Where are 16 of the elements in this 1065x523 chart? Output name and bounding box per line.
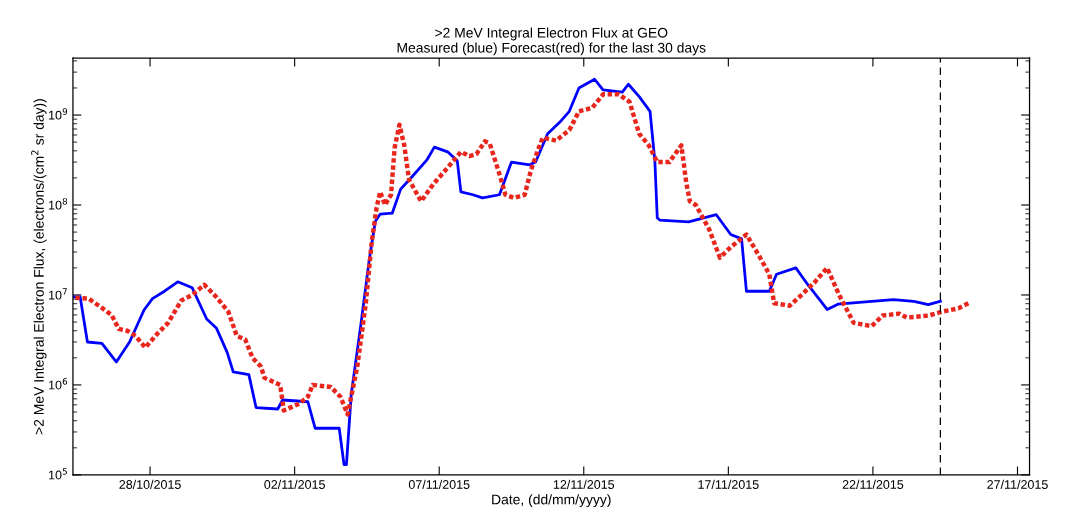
x-tick-label: 22/11/2015 (842, 479, 904, 489)
x-tick-label: 07/11/2015 (408, 479, 470, 489)
y-tick-label: 10$^{6}$ (49, 378, 68, 390)
chart-title: >2 MeV Integral Electron Flux at GEO (435, 27, 668, 41)
y-tick-label: 10$^{8}$ (49, 198, 68, 210)
y-tick-label: 10$^{5}$ (49, 468, 67, 480)
x-tick-label: 02/11/2015 (264, 479, 325, 489)
y-tick-label: 10$^{9}$ (49, 108, 68, 120)
x-tick-label: 28/10/2015 (119, 479, 181, 489)
y-tick-label: 10$^{7}$ (49, 288, 67, 300)
y-axis-title: >2 MeV Integral Electron Flux, (electrons/(cm$^{2}$ sr day)) (31, 99, 47, 435)
x-tick-label: 12/11/2015 (553, 479, 615, 489)
chart-subtitle: Measured (blue) Forecast(red) for the last 30 days (397, 42, 706, 56)
x-tick-label: 17/11/2015 (698, 479, 759, 489)
x-axis-title: Date, (dd/mm/yyyy) (492, 494, 611, 508)
x-tick-label: 27/11/2015 (987, 479, 1048, 489)
